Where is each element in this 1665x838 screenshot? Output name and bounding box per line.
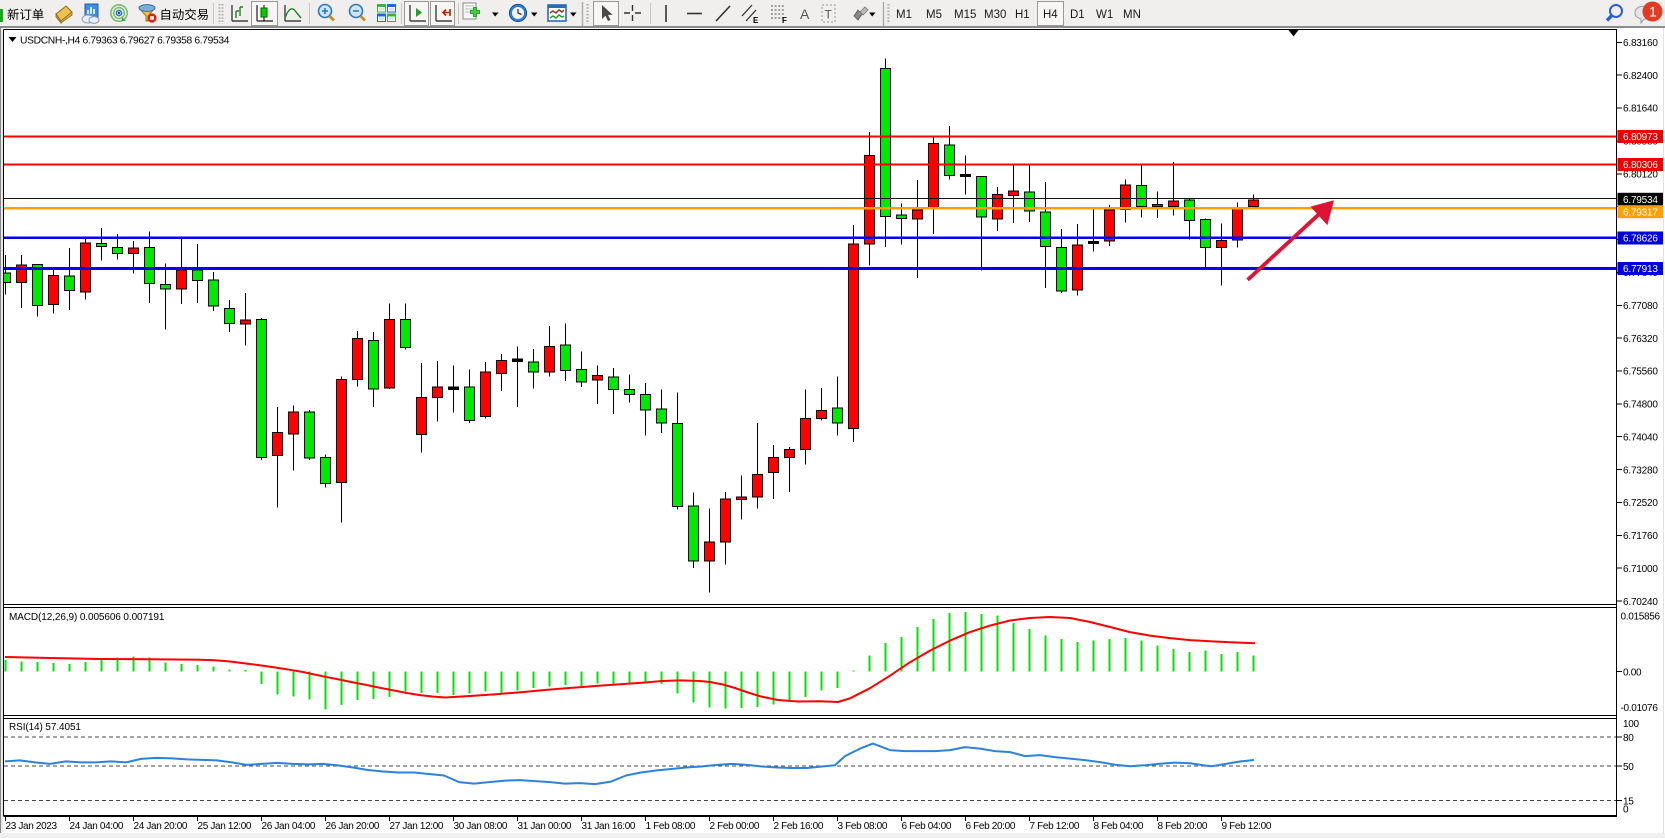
- svg-text:7 Feb 12:00: 7 Feb 12:00: [1030, 821, 1080, 832]
- svg-text:6.83160: 6.83160: [1623, 38, 1658, 49]
- svg-text:8 Feb 20:00: 8 Feb 20:00: [1158, 821, 1208, 832]
- svg-text:26 Jan 04:00: 26 Jan 04:00: [262, 821, 316, 832]
- svg-text:6.72520: 6.72520: [1623, 498, 1658, 509]
- svg-text:3 Feb 08:00: 3 Feb 08:00: [838, 821, 888, 832]
- svg-text:6.77913: 6.77913: [1623, 264, 1658, 275]
- svg-text:31 Jan 00:00: 31 Jan 00:00: [518, 821, 572, 832]
- svg-text:24 Jan 20:00: 24 Jan 20:00: [134, 821, 188, 832]
- svg-text:2 Feb 00:00: 2 Feb 00:00: [710, 821, 760, 832]
- svg-text:6 Feb 04:00: 6 Feb 04:00: [902, 821, 952, 832]
- svg-text:6.77080: 6.77080: [1623, 301, 1658, 312]
- svg-text:6.78626: 6.78626: [1623, 234, 1658, 245]
- svg-text:M15: M15: [954, 9, 976, 21]
- svg-text:USDCNH-,H4 6.79363 6.79627 6.: USDCNH-,H4 6.79363 6.79627 6.79358 6.795…: [20, 36, 230, 47]
- svg-text:M30: M30: [984, 9, 1006, 21]
- svg-text:2 Feb 16:00: 2 Feb 16:00: [774, 821, 824, 832]
- svg-text:H1: H1: [1015, 9, 1030, 21]
- svg-text:1: 1: [1649, 4, 1657, 20]
- svg-text:M1: M1: [896, 9, 912, 21]
- svg-text:6.71760: 6.71760: [1623, 531, 1658, 542]
- svg-text:D1: D1: [1070, 9, 1085, 21]
- svg-text:0.015856: 0.015856: [1621, 612, 1661, 623]
- svg-text:31 Jan 16:00: 31 Jan 16:00: [582, 821, 636, 832]
- svg-text:6.70240: 6.70240: [1623, 597, 1658, 608]
- svg-text:H4: H4: [1043, 9, 1058, 21]
- svg-text:6.80973: 6.80973: [1623, 132, 1658, 143]
- svg-text:6.71000: 6.71000: [1623, 564, 1658, 575]
- svg-text:26 Jan 20:00: 26 Jan 20:00: [326, 821, 380, 832]
- svg-text:0.00: 0.00: [1623, 667, 1642, 678]
- svg-text:6.80120: 6.80120: [1623, 170, 1658, 181]
- svg-text:6.75560: 6.75560: [1623, 367, 1658, 378]
- svg-text:M5: M5: [926, 9, 942, 21]
- svg-text:0: 0: [1623, 805, 1629, 816]
- svg-text:-0.01076: -0.01076: [1621, 703, 1659, 714]
- svg-text:6 Feb 20:00: 6 Feb 20:00: [966, 821, 1016, 832]
- svg-text:6.73280: 6.73280: [1623, 465, 1658, 476]
- svg-text:E: E: [753, 16, 759, 25]
- svg-text:MACD(12,26,9) 0.005606 0.00719: MACD(12,26,9) 0.005606 0.007191: [9, 612, 165, 623]
- svg-text:6.82400: 6.82400: [1623, 71, 1658, 82]
- svg-text:9 Feb 12:00: 9 Feb 12:00: [1222, 821, 1272, 832]
- svg-text:6.79534: 6.79534: [1623, 195, 1658, 206]
- svg-text:6.81640: 6.81640: [1623, 104, 1658, 115]
- svg-text:6.80306: 6.80306: [1623, 160, 1658, 171]
- svg-text:30 Jan 08:00: 30 Jan 08:00: [454, 821, 508, 832]
- svg-text:23 Jan 2023: 23 Jan 2023: [6, 821, 58, 832]
- svg-text:6.79317: 6.79317: [1623, 207, 1658, 218]
- svg-text:80: 80: [1623, 733, 1634, 744]
- svg-text:6.76320: 6.76320: [1623, 334, 1658, 345]
- svg-text:25 Jan 12:00: 25 Jan 12:00: [198, 821, 252, 832]
- svg-text:F: F: [782, 16, 787, 25]
- svg-text:A: A: [800, 6, 810, 22]
- svg-text:W1: W1: [1096, 9, 1113, 21]
- svg-text:15: 15: [1623, 796, 1634, 807]
- svg-text:27 Jan 12:00: 27 Jan 12:00: [390, 821, 444, 832]
- svg-text:6.74040: 6.74040: [1623, 432, 1658, 443]
- svg-text:6.74800: 6.74800: [1623, 400, 1658, 411]
- svg-text:MN: MN: [1123, 9, 1141, 21]
- svg-text:50: 50: [1623, 762, 1634, 773]
- svg-text:T: T: [825, 8, 833, 22]
- svg-text:RSI(14) 57.4051: RSI(14) 57.4051: [9, 722, 81, 733]
- svg-text:1 Feb 08:00: 1 Feb 08:00: [646, 821, 696, 832]
- svg-text:100: 100: [1623, 719, 1640, 730]
- svg-text:8 Feb 04:00: 8 Feb 04:00: [1094, 821, 1144, 832]
- svg-text:24 Jan 04:00: 24 Jan 04:00: [70, 821, 124, 832]
